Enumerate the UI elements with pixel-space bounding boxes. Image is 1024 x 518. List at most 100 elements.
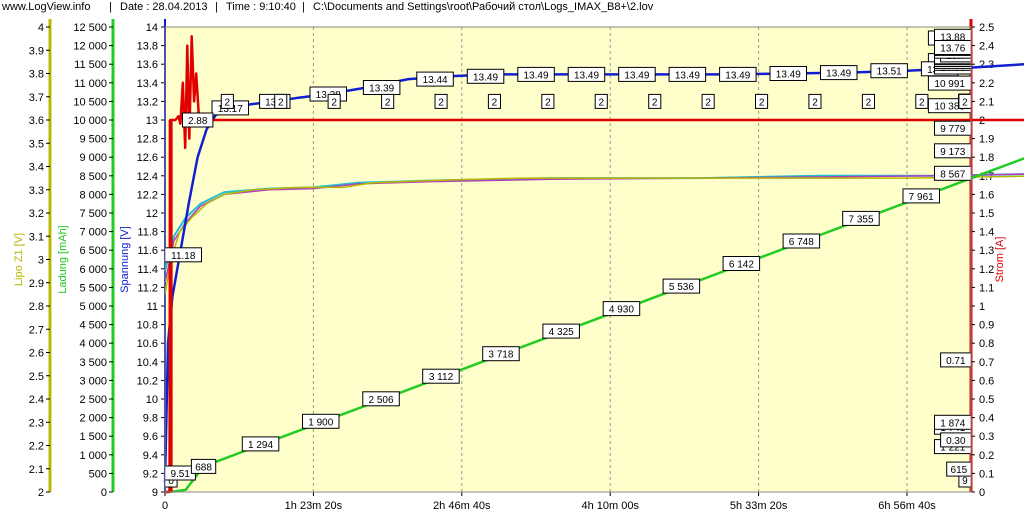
svg-text:2: 2 (331, 97, 337, 108)
ladung-data-label: 1 900 (302, 413, 340, 429)
date-label: Date : 28.04.2013 (120, 1, 208, 13)
svg-text:13.17: 13.17 (218, 104, 243, 115)
x-tick-label: 0 (162, 500, 168, 512)
ladung-tick-label: 5 000 (79, 301, 107, 313)
ladung-data-label: 9 779 (934, 120, 972, 136)
lipo-tick-label: 4 (38, 22, 44, 34)
strom-tick-label: 0.1 (979, 468, 994, 480)
ladung-data-label: 1 874 (934, 414, 972, 430)
spannung-data-label: 13.49 (769, 66, 807, 81)
ladung-tick-label: 4 000 (79, 338, 107, 350)
plot-border (164, 26, 972, 493)
strom-axis-title: Strom [A] (994, 237, 1006, 283)
x-tick-label: 4h 10m 00s (581, 500, 639, 512)
ladung-tick-label: 7 500 (79, 208, 107, 220)
strom-data-label: 0.71 (940, 352, 972, 368)
strom-tick-label: 0.5 (979, 394, 994, 406)
strom-tick-label: 2.4 (979, 41, 994, 53)
spannung-tick-label: 9.4 (143, 450, 158, 462)
svg-text:2: 2 (705, 97, 711, 108)
svg-text:2: 2 (492, 97, 498, 108)
svg-text:13.49: 13.49 (574, 70, 599, 81)
svg-text:0: 0 (168, 476, 174, 487)
spannung-tick-label: 12.4 (137, 171, 158, 183)
program-step-label: 2 (434, 93, 448, 109)
spannung-tick-label: 13.8 (137, 41, 158, 53)
svg-text:2: 2 (545, 97, 551, 108)
svg-text:13.88: 13.88 (940, 32, 965, 43)
lipo-tick-label: 2.4 (29, 394, 44, 406)
svg-text:6 748: 6 748 (789, 237, 814, 248)
spannung-data-label: 13.51 (870, 63, 908, 79)
spannung-tick-label: 10.8 (137, 320, 158, 332)
spannung-data-label: 13.44 (416, 71, 454, 87)
separator: | (109, 1, 112, 13)
program-step-label: 2 (648, 93, 662, 109)
ladung-tick-label: 3 500 (79, 357, 107, 369)
cell2-voltage-line (164, 173, 1024, 272)
ladung-tick-label: 12 500 (73, 22, 107, 34)
svg-text:10 991: 10 991 (934, 79, 965, 90)
spannung-tick-label: 10.6 (137, 338, 158, 350)
svg-text:6 142: 6 142 (729, 260, 754, 271)
lipo-tick-label: 3.5 (29, 138, 44, 150)
lipo-tick-label: 2.3 (29, 417, 44, 429)
spannung-tick-label: 13.6 (137, 59, 158, 71)
ladung-data-label: 5 536 (662, 278, 701, 294)
spannung-data-label: 13.49 (567, 66, 606, 82)
lipo-tick-label: 2.8 (29, 301, 44, 313)
lipo-z1-line (164, 175, 1024, 295)
lipo-tick-label: 3.8 (29, 69, 44, 81)
strom-tick-label: 2.3 (979, 59, 994, 71)
x-tick-label: 5h 33m 20s (730, 500, 788, 512)
svg-text:2: 2 (438, 97, 444, 108)
strom-line (165, 35, 1024, 494)
ladung-tick-label: 5 500 (79, 282, 107, 294)
svg-text:4 325: 4 325 (549, 327, 574, 338)
svg-text:1 294: 1 294 (248, 440, 273, 451)
svg-text:615: 615 (951, 465, 968, 476)
svg-text:7 961: 7 961 (909, 192, 934, 203)
x-tick-label: 6h 56m 40s (878, 500, 936, 512)
time-label: Time : 9:10:40 (226, 1, 296, 13)
svg-text:13.51: 13.51 (877, 67, 902, 78)
svg-text:2: 2 (812, 97, 818, 108)
ladung-data-label: 9 173 (934, 143, 972, 159)
ladung-tick-label: 500 (89, 468, 107, 480)
svg-text:13.39: 13.39 (369, 84, 394, 95)
lipo-tick-label: 2 (38, 487, 44, 499)
spannung-data-label: 13.49 (820, 65, 858, 81)
program-step-label: 2 (861, 93, 876, 109)
program-step-label: 2 (701, 93, 715, 109)
ladung-data-label: 3 718 (482, 346, 520, 362)
lipo-tick-label: 3.7 (29, 92, 44, 104)
ladung-data-label: 4 930 (602, 301, 641, 317)
x-tick-label: 1h 23m 20s (285, 500, 343, 512)
spannung-tick-label: 11.4 (137, 264, 158, 276)
ladung-tick-label: 11 500 (74, 59, 107, 71)
separator: | (215, 1, 218, 13)
svg-text:2: 2 (866, 97, 872, 108)
spannung-tick-label: 12.8 (137, 134, 158, 146)
strom-tick-label: 0.4 (979, 413, 994, 425)
lipo-tick-label: 2.6 (29, 348, 44, 360)
svg-text:13.76: 13.76 (940, 44, 965, 55)
spannung-data-label: 13.39 (362, 80, 401, 95)
program-step-label: 2 (327, 93, 341, 109)
svg-text:0.30: 0.30 (946, 436, 966, 447)
svg-text:2: 2 (385, 97, 391, 108)
spannung-tick-label: 12.2 (137, 189, 158, 201)
svg-text:9 173: 9 173 (940, 147, 965, 158)
plot-background (165, 27, 971, 492)
svg-text:0.71: 0.71 (946, 356, 966, 367)
svg-text:1 874: 1 874 (940, 418, 965, 429)
spannung-data-label: 13.76 (934, 40, 972, 55)
lipo-tick-label: 3.3 (29, 185, 44, 197)
lipo-tick-label: 3.9 (29, 45, 44, 57)
ladung-data-label: 3 112 (422, 368, 460, 384)
program-step-label: 2 (541, 93, 555, 109)
svg-text:11.18: 11.18 (171, 251, 196, 262)
svg-text:3 112: 3 112 (429, 372, 454, 383)
strom-tick-label: 1.6 (979, 189, 994, 201)
